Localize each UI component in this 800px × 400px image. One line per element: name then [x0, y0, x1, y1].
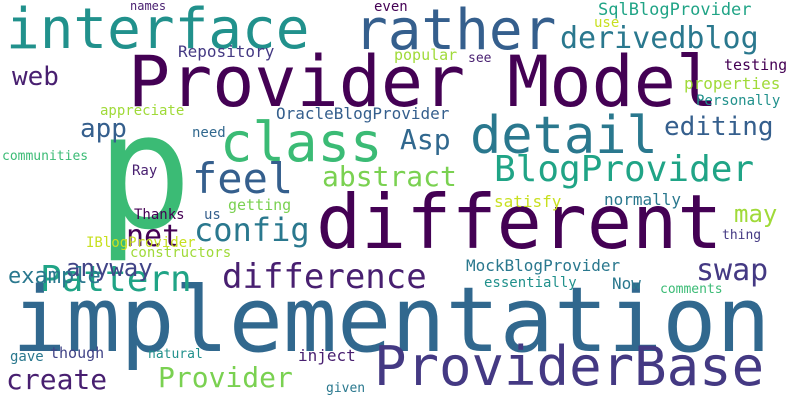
word-iblogprovider: IBlogProvider [86, 235, 196, 251]
word-provider-small: Provider [158, 361, 293, 394]
word-personally: Personally [696, 93, 781, 109]
word-example: example [8, 264, 101, 289]
word-oracleblogprovider: OracleBlogProvider [276, 104, 450, 123]
word-though: though [50, 344, 105, 362]
word-normally: normally [604, 190, 682, 209]
word-abstract: abstract [322, 160, 457, 193]
word-mockblogprovider: MockBlogProvider [466, 256, 621, 275]
word-given: given [326, 381, 366, 396]
word-getting: getting [228, 196, 292, 214]
word-config: config [194, 211, 310, 249]
word-testing: testing [724, 56, 788, 74]
word-thanks: Thanks [134, 207, 185, 223]
word-need: need [192, 125, 226, 141]
word-providerbase: ProviderBase [374, 335, 765, 398]
word-rather: rather [354, 0, 557, 63]
word-detail: detail [470, 106, 658, 166]
word-gave: gave [10, 349, 44, 365]
word-provider-model: Provider Model [128, 41, 719, 123]
word-blogprovider: BlogProvider [494, 149, 755, 190]
word-appreciate: appreciate [100, 103, 185, 119]
word-different: different [316, 178, 723, 266]
word-constructors: constructors [130, 245, 232, 261]
word-essentially: essentially [484, 275, 577, 291]
word-feel: feel [192, 154, 294, 203]
word-app: app [80, 114, 127, 144]
word-interface: interface [6, 0, 310, 62]
word-satisfy: satisfy [494, 192, 562, 211]
word-asp: Asp [400, 123, 451, 156]
word-properties: properties [684, 74, 781, 93]
word-create: create [6, 363, 108, 396]
word-editing: editing [664, 112, 774, 142]
word-may: may [734, 200, 778, 228]
word-us: us [204, 207, 221, 223]
word-communities: communities [2, 149, 89, 164]
word-even: even [374, 0, 408, 15]
word-thing: thing [722, 228, 762, 243]
word-net: net [126, 219, 181, 254]
word-p: p [96, 78, 193, 265]
word-repository: Repository [178, 42, 275, 61]
word-ray: Ray [132, 163, 158, 179]
word-inject: inject [298, 346, 356, 365]
word-difference: difference [222, 257, 427, 297]
word-anyway: anyway [66, 254, 153, 282]
word-natural: natural [148, 347, 203, 362]
word-implementation: implementation [12, 268, 771, 373]
word-popular: popular [394, 46, 458, 64]
word-comments: comments [660, 282, 723, 297]
word-use: use [594, 15, 620, 31]
word-now: Now [612, 274, 641, 293]
word-names: names [130, 0, 167, 13]
word-see: see [468, 51, 492, 66]
word-swap: swap [696, 253, 769, 288]
word-pattern: Pattern [40, 259, 192, 300]
word-web: web [12, 62, 59, 92]
word-derivedblog: derivedblog [560, 21, 759, 56]
word-class: class [220, 111, 383, 174]
word-sqlblogprovider: SqlBlogProvider [598, 0, 752, 20]
